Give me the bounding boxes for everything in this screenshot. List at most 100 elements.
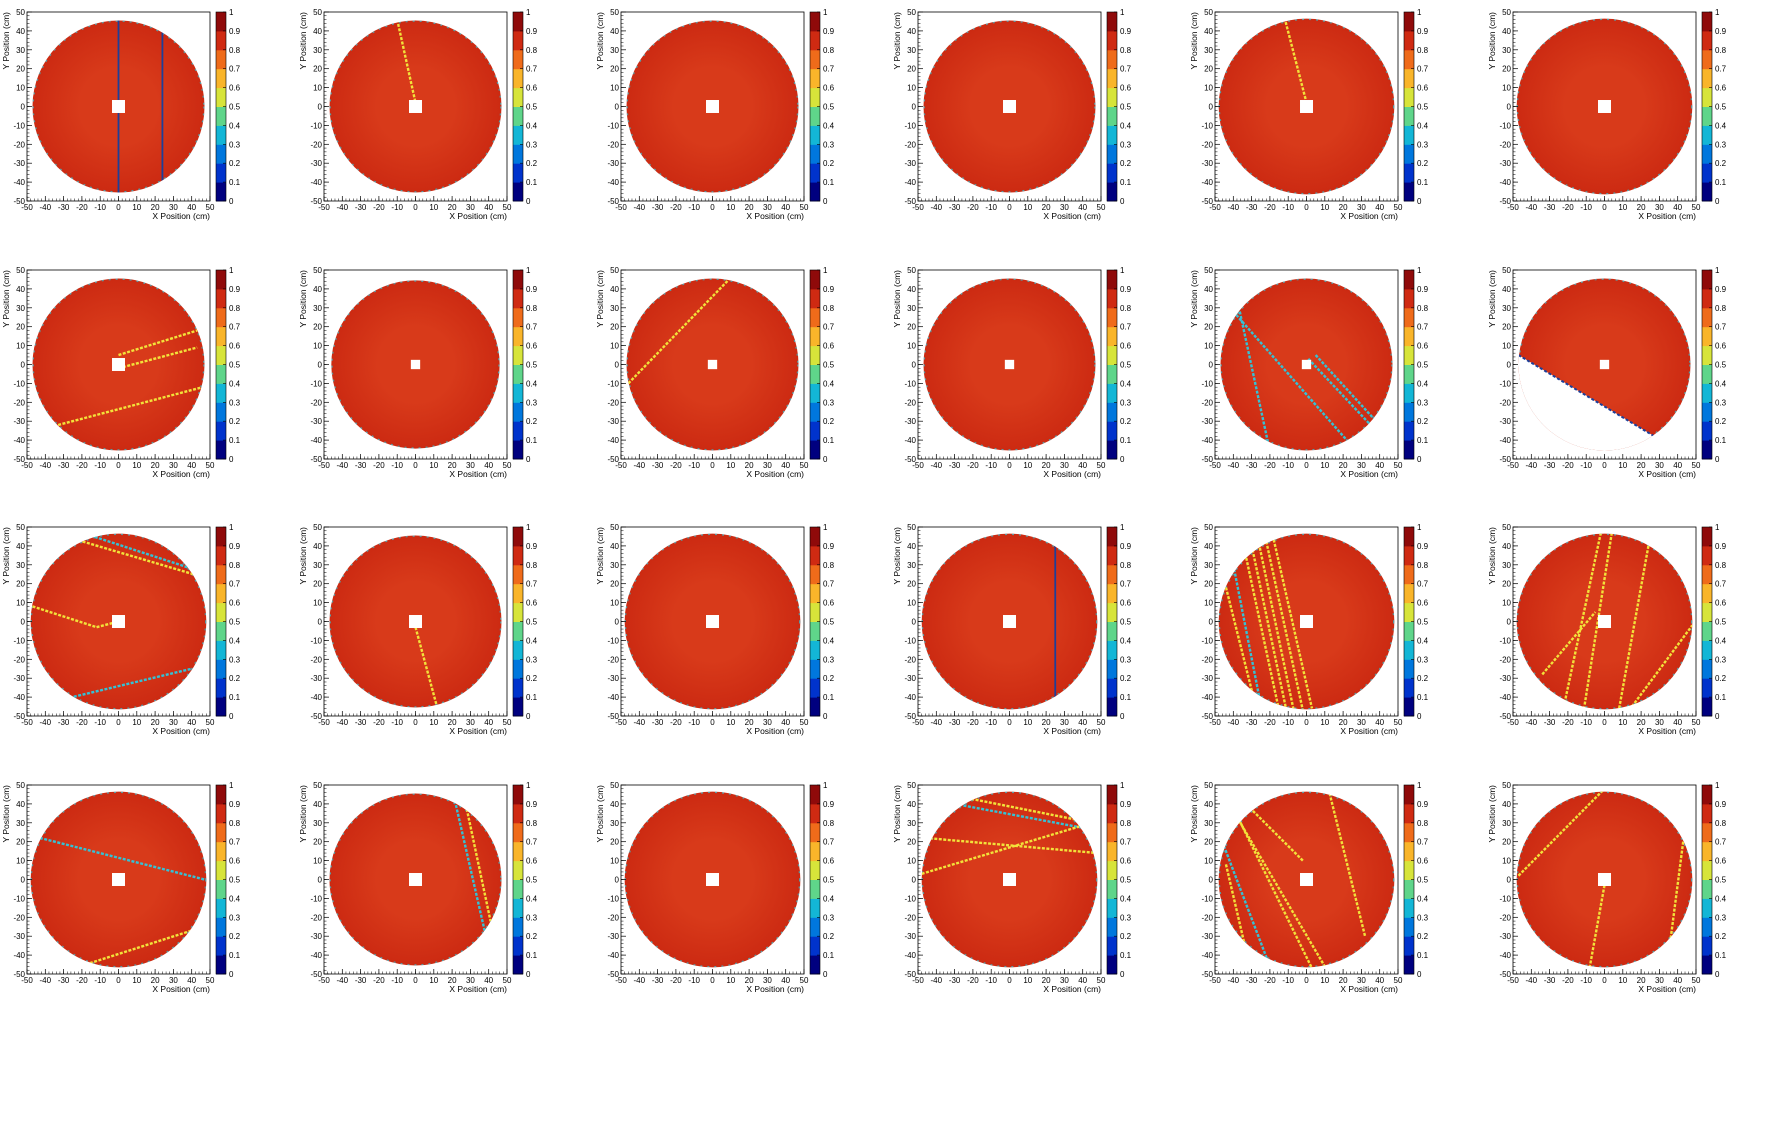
y-tick-label: 30 [610,561,619,570]
y-tick-label: -30 [1202,674,1214,683]
y-tick-label: -40 [608,436,620,445]
colorbar-segment [810,87,821,107]
colorbar-tick-label: 0.7 [823,65,835,74]
y-tick-label: 40 [907,284,916,293]
heatmap-svg: -50 -40 -30 -20 -10 0 10 20 30 40 50-50-40-30-20-1… [298,523,538,736]
x-tick-label: -30 [1543,461,1555,470]
colorbar-tick-label: 0.4 [1715,121,1727,130]
colorbar-segment [513,879,524,899]
colorbar-tick-label: 0.6 [229,84,241,93]
y-tick-label: 30 [610,303,619,312]
colorbar-segment [1404,439,1415,460]
x-tick-label: -40 [1228,976,1240,985]
colorbar-tick-label: 0.6 [526,599,538,608]
colorbar-segment [1404,678,1415,698]
colorbar-segment [1107,269,1118,289]
x-tick-label: 10 [429,718,438,727]
colorbar-segment [1701,527,1712,547]
y-axis-title: Y Position (cm) [595,785,605,843]
x-tick-label: 0 [1602,718,1607,727]
colorbar-tick-label: 0.6 [1120,341,1132,350]
y-tick-label: -50 [13,712,25,721]
x-tick-label: -10 [689,203,701,212]
inefficiency-stripe [1236,816,1327,967]
y-tick-label: 50 [1204,266,1213,275]
colorbar-tick-label: 0.9 [1417,284,1429,293]
colorbar-segment [1701,583,1712,604]
colorbar-segment [1404,784,1415,805]
x-axis-title: X Position (cm) [747,211,805,221]
beam-hole [1597,100,1611,113]
y-tick-label: 30 [16,819,25,828]
disk-edge [1220,278,1393,451]
x-tick-label: -30 [652,976,664,985]
inefficiency-stripe [1517,791,1605,877]
x-tick-label: 40 [1673,203,1682,212]
colorbar-segment [513,935,524,956]
colorbar-segment [513,345,524,365]
y-tick-label: 0 [21,875,26,884]
colorbar-segment [513,822,524,842]
y-tick-label: 0 [912,103,917,112]
y-tick-label: 0 [615,103,620,112]
colorbar-segment [810,326,821,346]
colorbar-tick-label: 1 [823,8,828,17]
x-tick-label: 20 [1339,718,1348,727]
x-tick-label: -30 [58,203,70,212]
y-tick-label: 0 [615,618,620,627]
y-tick-label: -20 [1202,398,1214,407]
x-tick-label: 20 [1339,976,1348,985]
colorbar-tick-label: 0 [526,197,531,206]
heatmap-svg: -50 -40 -30 -20 -10 0 10 20 30 40 50-50-40-30-20-1… [1,8,241,221]
colorbar-tick-label: 0.3 [1417,140,1429,149]
colorbar-segment [513,898,524,918]
colorbar-tick-label: 0.2 [229,417,241,426]
colorbar-tick-label: 0.6 [1417,341,1429,350]
beam-hole [112,357,125,371]
colorbar-tick-label: 1 [229,781,234,790]
x-tick-label: 30 [1654,461,1663,470]
x-tick-label: 20 [151,976,160,985]
x-axis-title: X Position (cm) [1044,984,1102,994]
colorbar-tick-label: 0.1 [526,436,538,445]
colorbar-tick-label: 0.8 [1715,561,1727,570]
y-tick-label: 40 [313,27,322,36]
colorbar-tick-label: 0.5 [526,360,538,369]
x-tick-label: 40 [484,203,493,212]
colorbar-tick-label: 0.4 [1120,379,1132,388]
colorbar-tick-label: 0.9 [229,542,241,551]
x-tick-label: 0 [1602,461,1607,470]
x-tick-label: 20 [745,461,754,470]
x-tick-label: -40 [40,461,52,470]
heatmap-panel: -50 -40 -30 -20 -10 0 10 20 30 40 50 -50 -40 -30 -20 -1… [1486,4,1783,254]
y-tick-label: -30 [905,674,917,683]
colorbar-tick-label: 0.5 [1715,875,1727,884]
heatmap-panel: -50 -40 -30 -20 -10 0 10 20 30 40 50 -50 -40 -30 -20 -1… [594,4,891,254]
y-tick-label: 20 [1502,322,1511,331]
colorbar-tick-label: 0.8 [823,561,835,570]
colorbar-segment [810,144,821,164]
y-tick-label: -50 [311,712,323,721]
colorbar-tick-label: 0.5 [823,618,835,627]
x-tick-label: -50 [21,976,33,985]
y-tick-label: -20 [311,913,323,922]
y-tick-label: -20 [1499,655,1511,664]
colorbar-tick-label: 0.6 [823,856,835,865]
x-tick-label: 20 [1636,976,1645,985]
colorbar-segment [1107,345,1118,365]
colorbar-tick-label: 0.2 [1715,159,1727,168]
y-tick-label: -10 [1499,379,1511,388]
colorbar-tick-label: 0.9 [823,284,835,293]
colorbar-segment [1404,527,1415,547]
colorbar-segment [1404,602,1415,623]
y-tick-label: 10 [610,341,619,350]
y-tick-label: 0 [318,360,323,369]
colorbar-segment [1107,678,1118,698]
y-tick-label: -30 [608,932,620,941]
x-tick-label: 40 [781,203,790,212]
colorbar-tick-label: 0.1 [229,436,241,445]
colorbar-tick-label: 0.5 [1417,875,1429,884]
y-tick-label: 50 [610,8,619,17]
colorbar-segment [810,269,821,289]
x-tick-label: 50 [206,976,215,985]
